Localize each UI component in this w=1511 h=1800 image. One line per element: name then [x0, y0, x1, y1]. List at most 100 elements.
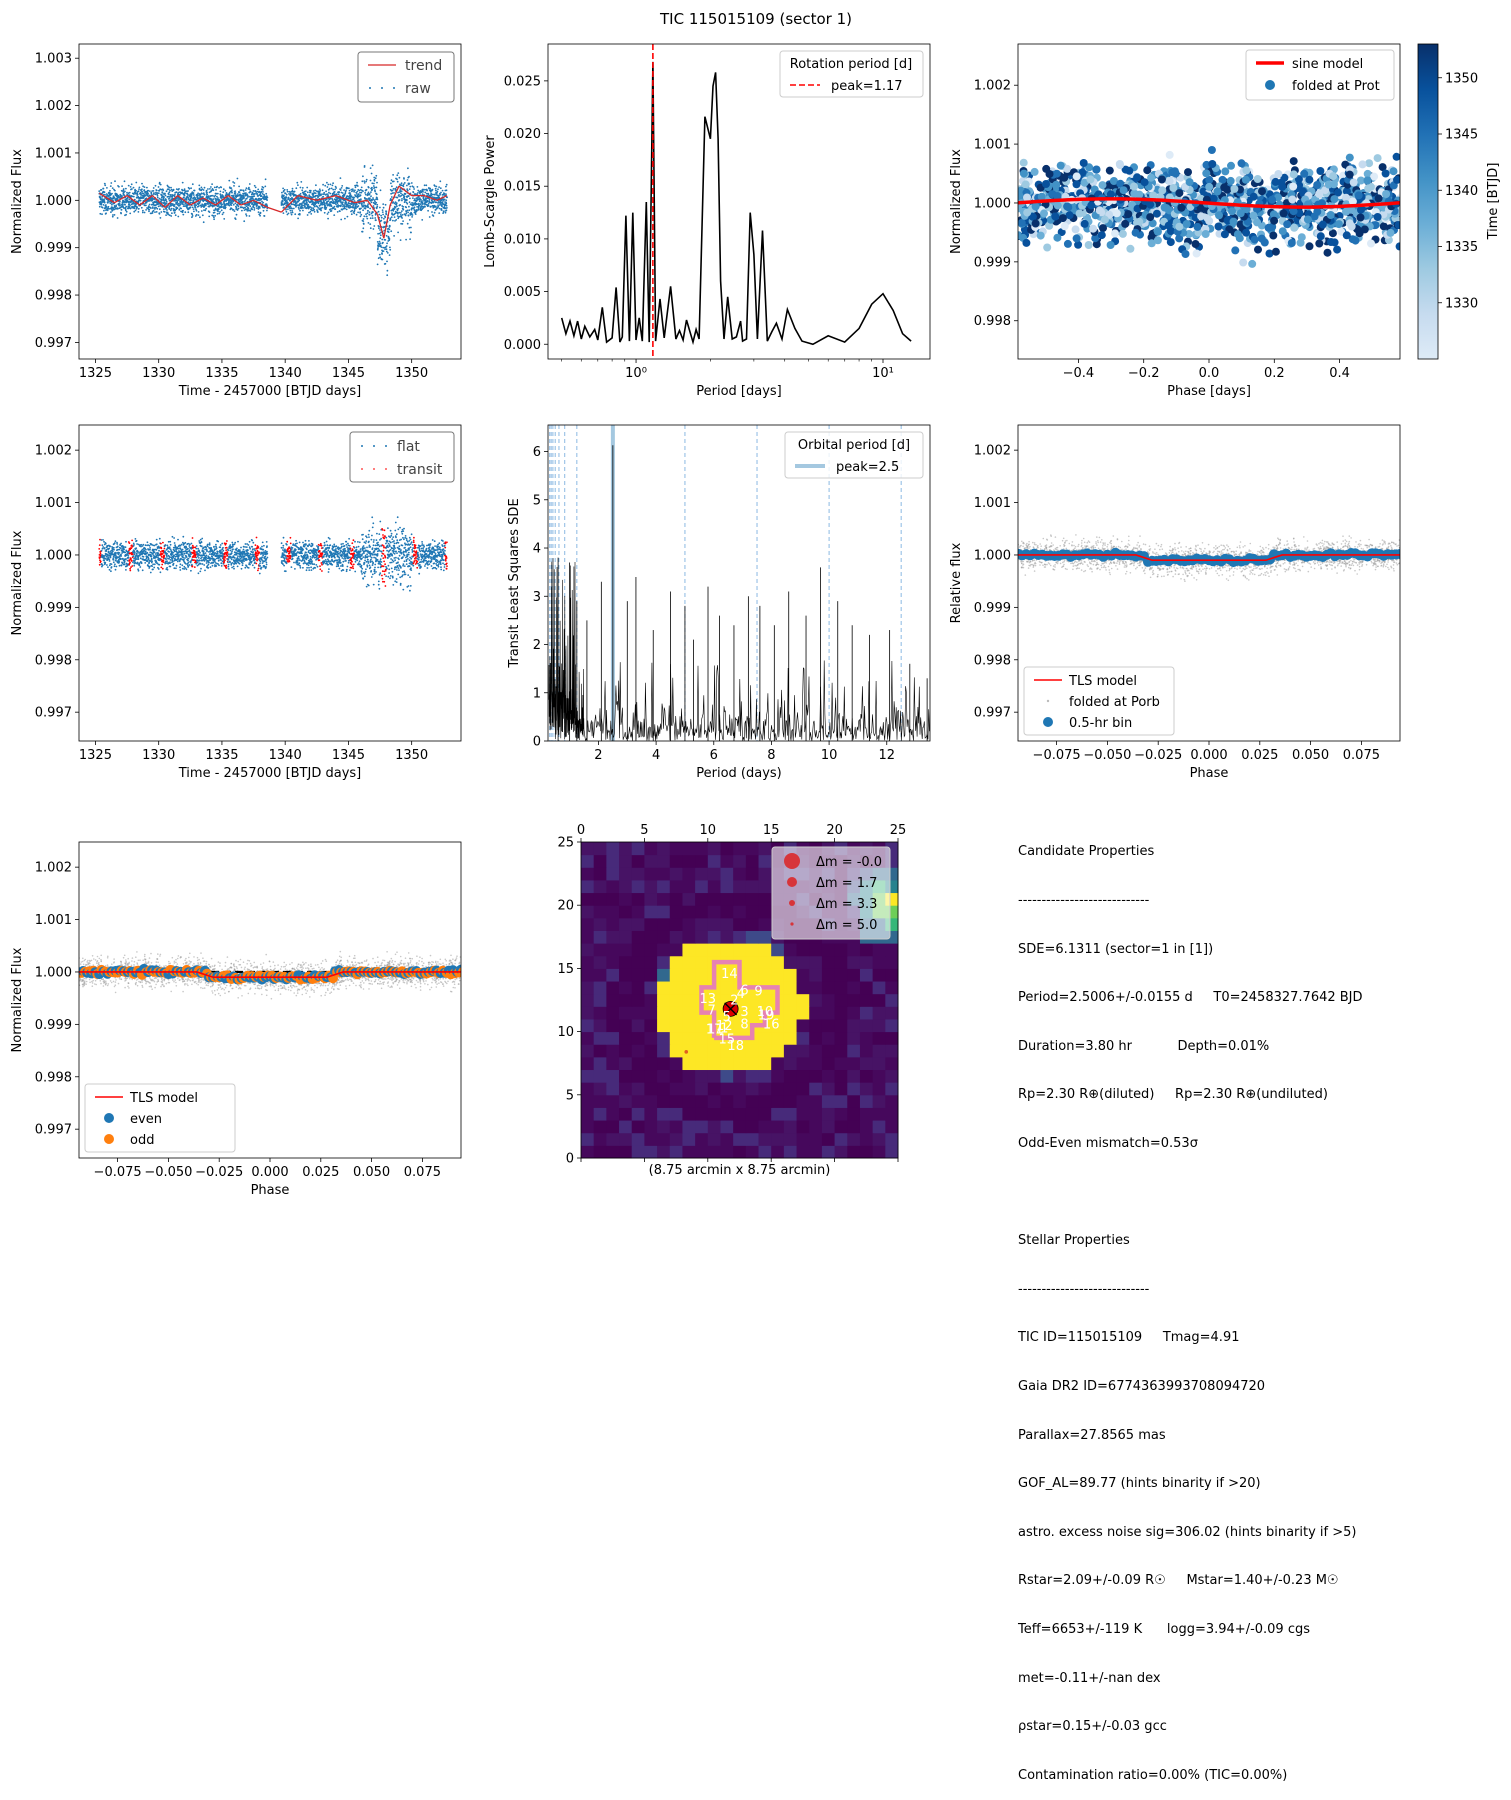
folded-point	[1348, 223, 1356, 231]
folded-point	[1265, 224, 1273, 232]
raw-point	[159, 208, 161, 210]
raw-point	[231, 192, 233, 194]
folded-point	[1230, 218, 1238, 226]
y-axis-label: Lomb-Scargle Power	[483, 135, 498, 268]
raw-point	[214, 195, 216, 197]
raw-point	[360, 198, 362, 200]
raw-point	[209, 211, 211, 213]
folded-point	[1304, 216, 1312, 224]
raw-point	[304, 205, 306, 207]
raw-point	[119, 201, 121, 203]
raw-point	[407, 179, 409, 181]
raw-point	[356, 214, 358, 216]
raw-point	[355, 207, 357, 209]
raw-point	[392, 210, 394, 212]
raw-point	[129, 199, 131, 201]
raw-point	[437, 188, 439, 190]
raw-point	[352, 190, 354, 192]
raw-point	[206, 194, 208, 196]
raw-point	[302, 207, 304, 209]
raw-point	[409, 219, 411, 221]
flat-point	[116, 566, 118, 568]
flat-point	[136, 554, 138, 556]
flat-point	[101, 544, 103, 546]
raw-point	[160, 205, 162, 207]
raw-point	[145, 205, 147, 207]
raw-point	[202, 204, 204, 206]
raw-point	[253, 195, 255, 197]
raw-point	[212, 195, 214, 197]
raw-point	[157, 197, 159, 199]
raw-point	[350, 198, 352, 200]
raw-point	[215, 200, 217, 202]
raw-point	[409, 238, 411, 240]
colorbar-tick-label: 1345	[1445, 128, 1478, 143]
raw-point	[332, 189, 334, 191]
raw-point	[156, 190, 158, 192]
raw-point	[360, 194, 362, 196]
raw-point	[321, 193, 323, 195]
raw-point	[329, 188, 331, 190]
flat-point	[113, 549, 115, 551]
raw-point	[209, 188, 211, 190]
legend-label-peak: peak=1.17	[831, 79, 903, 94]
raw-point	[228, 197, 230, 199]
raw-point	[234, 190, 236, 192]
raw-point	[195, 207, 197, 209]
raw-point	[111, 204, 113, 206]
folded-point	[1355, 191, 1363, 199]
raw-point	[406, 185, 408, 187]
flat-point	[119, 565, 121, 567]
raw-point	[372, 215, 374, 217]
raw-point	[104, 202, 106, 204]
raw-point	[204, 194, 206, 196]
raw-point	[266, 210, 268, 212]
raw-point	[389, 249, 391, 251]
raw-point	[265, 178, 267, 180]
raw-point	[379, 207, 381, 209]
raw-point	[387, 270, 389, 272]
raw-point	[386, 248, 388, 250]
raw-points	[98, 165, 448, 277]
flat-point	[112, 557, 114, 559]
raw-point	[168, 187, 170, 189]
raw-point	[256, 205, 258, 207]
legend-label-folded: folded at Prot	[1292, 79, 1380, 94]
raw-point	[402, 223, 404, 225]
raw-point	[199, 201, 201, 203]
raw-point	[160, 184, 162, 186]
raw-point	[182, 210, 184, 212]
flat-point	[125, 541, 127, 543]
raw-point	[243, 190, 245, 192]
flat-point	[135, 538, 137, 540]
folded-point	[1315, 240, 1323, 248]
raw-point	[319, 190, 321, 192]
x-tick-label: −0.4	[1063, 366, 1095, 381]
raw-point	[228, 202, 230, 204]
raw-point	[196, 210, 198, 212]
raw-point	[361, 203, 363, 205]
raw-point	[446, 207, 448, 209]
raw-point	[237, 178, 239, 180]
raw-point	[233, 195, 235, 197]
raw-point	[356, 182, 358, 184]
folded-point	[1116, 160, 1124, 168]
flat-point	[123, 546, 125, 548]
raw-point	[350, 189, 352, 191]
raw-point	[251, 209, 253, 211]
raw-point	[392, 190, 394, 192]
folded-point	[1146, 201, 1154, 209]
raw-point	[244, 201, 246, 203]
raw-point	[435, 190, 437, 192]
raw-point	[213, 202, 215, 204]
raw-point	[397, 181, 399, 183]
folded-point	[1087, 201, 1095, 209]
raw-point	[221, 209, 223, 211]
raw-point	[374, 191, 376, 193]
raw-point	[403, 178, 405, 180]
raw-point	[368, 187, 370, 189]
raw-point	[124, 191, 126, 193]
raw-point	[361, 192, 363, 194]
raw-point	[282, 201, 284, 203]
raw-point	[410, 227, 412, 229]
